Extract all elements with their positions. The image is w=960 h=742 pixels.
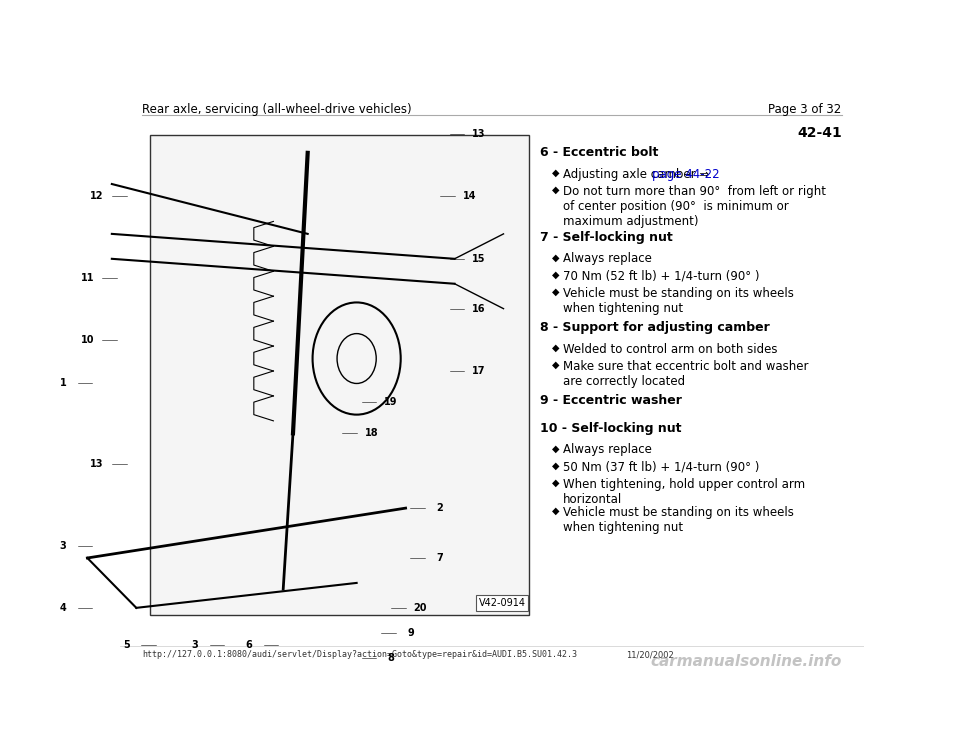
Text: ◆: ◆ [551, 252, 559, 263]
Text: 11: 11 [81, 272, 94, 283]
Text: 16: 16 [472, 303, 486, 314]
Text: Adjusting axle camber ⇒: Adjusting axle camber ⇒ [563, 168, 712, 181]
Text: 18: 18 [365, 428, 378, 439]
Text: carmanualsonline.info: carmanualsonline.info [650, 654, 842, 669]
Text: 3: 3 [192, 640, 199, 650]
Text: Vehicle must be standing on its wheels
when tightening nut: Vehicle must be standing on its wheels w… [563, 286, 794, 315]
Text: When tightening, hold upper control arm
horizontal: When tightening, hold upper control arm … [563, 478, 804, 505]
Text: Always replace: Always replace [563, 443, 652, 456]
Text: 4: 4 [60, 603, 66, 613]
Text: 9 - Eccentric washer: 9 - Eccentric washer [540, 394, 683, 407]
Text: Always replace: Always replace [563, 252, 652, 266]
Text: 8: 8 [388, 653, 395, 663]
Text: ◆: ◆ [551, 443, 559, 453]
Text: Do not turn more than 90°  from left or right
of center position (90°  is minimu: Do not turn more than 90° from left or r… [563, 185, 826, 228]
Text: 42-41: 42-41 [797, 126, 842, 140]
Text: 5: 5 [123, 640, 130, 650]
Text: 7: 7 [437, 553, 444, 563]
Bar [150, 135, 529, 614]
Text: 12: 12 [90, 191, 104, 202]
Text: http://127.0.0.1:8080/audi/servlet/Display?action=Goto&type=repair&id=AUDI.B5.SU: http://127.0.0.1:8080/audi/servlet/Displ… [142, 650, 577, 659]
Text: 70 Nm (52 ft lb) + 1/4-turn (90° ): 70 Nm (52 ft lb) + 1/4-turn (90° ) [563, 269, 759, 283]
Text: Page 3 of 32: Page 3 of 32 [768, 103, 842, 116]
Text: Welded to control arm on both sides: Welded to control arm on both sides [563, 343, 778, 355]
Text: ◆: ◆ [551, 478, 559, 487]
Text: 15: 15 [472, 254, 486, 264]
Text: 19: 19 [384, 397, 397, 407]
Text: ◆: ◆ [551, 286, 559, 297]
Text: ◆: ◆ [551, 343, 559, 352]
Text: 10 - Self-locking nut: 10 - Self-locking nut [540, 421, 682, 435]
Text: 8 - Support for adjusting camber: 8 - Support for adjusting camber [540, 321, 770, 334]
Text: 20: 20 [414, 603, 427, 613]
Text: 10: 10 [81, 335, 94, 345]
Text: ◆: ◆ [551, 168, 559, 178]
Text: ◆: ◆ [551, 269, 559, 280]
Text: 14: 14 [463, 191, 476, 202]
Text: 11/20/2002: 11/20/2002 [626, 650, 674, 659]
Text: ◆: ◆ [551, 185, 559, 195]
Text: ◆: ◆ [551, 506, 559, 516]
Text: 2: 2 [437, 503, 444, 513]
Text: 6: 6 [246, 640, 252, 650]
Text: V42-0914: V42-0914 [478, 598, 525, 608]
Text: 1: 1 [60, 378, 66, 389]
Text: 6 - Eccentric bolt: 6 - Eccentric bolt [540, 146, 659, 160]
Text: ◆: ◆ [551, 360, 559, 370]
Text: Rear axle, servicing (all-wheel-drive vehicles): Rear axle, servicing (all-wheel-drive ve… [142, 103, 412, 116]
Text: ◆: ◆ [551, 460, 559, 470]
Text: Make sure that eccentric bolt and washer
are correctly located: Make sure that eccentric bolt and washer… [563, 360, 808, 388]
Text: Vehicle must be standing on its wheels
when tightening nut: Vehicle must be standing on its wheels w… [563, 506, 794, 534]
Text: 7 - Self-locking nut: 7 - Self-locking nut [540, 231, 673, 243]
Text: 13: 13 [472, 129, 486, 139]
Text: page 44-22: page 44-22 [652, 168, 720, 181]
Text: 13: 13 [90, 459, 104, 470]
Text: 3: 3 [60, 540, 66, 551]
Text: 50 Nm (37 ft lb) + 1/4-turn (90° ): 50 Nm (37 ft lb) + 1/4-turn (90° ) [563, 460, 759, 473]
Text: 17: 17 [472, 366, 486, 376]
Text: 9: 9 [407, 628, 414, 638]
